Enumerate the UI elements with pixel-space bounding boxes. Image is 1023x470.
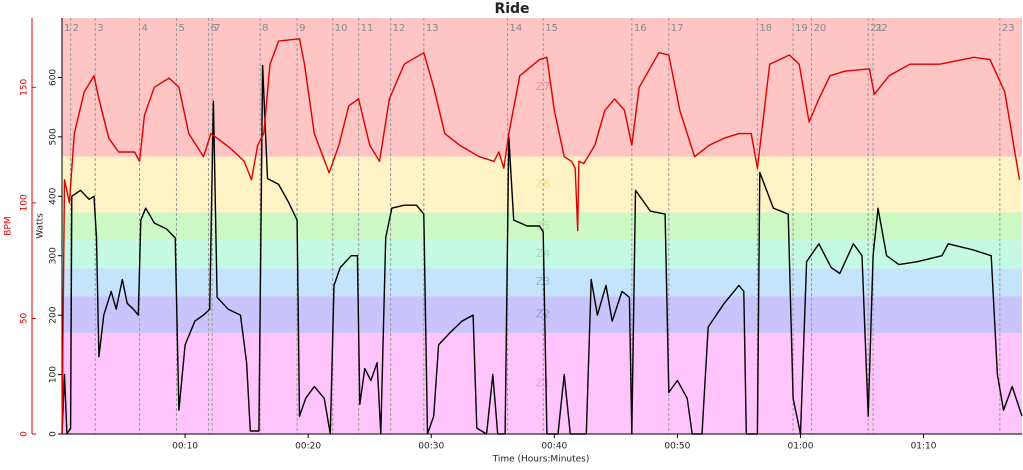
x-tick-label: 00:40	[541, 442, 567, 452]
interval-label: 4	[142, 23, 148, 34]
y-tick-label: 200	[49, 306, 59, 323]
interval-label: 16	[634, 23, 647, 34]
zone-band	[62, 212, 1022, 241]
zone-label: Z7	[536, 80, 551, 93]
interval-label: 19	[795, 23, 808, 34]
x-tick-label: 00:50	[664, 442, 690, 452]
series-line	[61, 38, 1021, 435]
interval-label: 20	[814, 23, 827, 34]
interval-label: 10	[335, 23, 348, 34]
interval-label: 13	[426, 23, 439, 34]
y2-tick-label: 150	[20, 78, 30, 95]
y-tick-label: 500	[49, 128, 59, 145]
interval-label: 14	[510, 23, 523, 34]
zone-label: Z3	[536, 275, 551, 288]
interval-label: 5	[178, 23, 184, 34]
y2-tick-label: 0	[20, 431, 30, 437]
interval-label: 11	[361, 23, 374, 34]
interval-label: 22	[875, 23, 888, 34]
interval-label: 6	[210, 23, 216, 34]
y2-axis-title: BPM	[4, 216, 14, 235]
zone-band	[62, 156, 1022, 213]
y-axis-title: Watts	[36, 213, 46, 239]
x-tick-label: 01:10	[911, 442, 937, 452]
x-tick-label: 00:20	[295, 442, 321, 452]
interval-label: 2	[73, 23, 79, 34]
interval-label: 23	[1002, 23, 1015, 34]
x-tick-label: 00:30	[418, 442, 444, 452]
y-tick-label: 300	[49, 247, 59, 264]
y-tick-label: 400	[49, 187, 59, 204]
interval-label: 3	[97, 23, 103, 34]
interval-label: 15	[545, 23, 558, 34]
interval-label: 12	[393, 23, 406, 34]
interval-label: 8	[262, 23, 268, 34]
interval-label: 21	[870, 23, 883, 34]
y-tick-label: 0	[49, 431, 59, 437]
interval-label: 9	[299, 23, 305, 34]
x-axis-title: Time (Hours:Minutes)	[492, 455, 590, 465]
x-tick-label: 00:10	[172, 442, 198, 452]
zone-band	[62, 332, 1022, 434]
interval-label: 17	[671, 23, 684, 34]
interval-label: 7	[214, 23, 220, 34]
y2-tick-label: 50	[20, 312, 30, 324]
interval-label: 18	[759, 23, 772, 34]
interval-label: 1	[64, 23, 70, 34]
chart-title: Ride	[494, 1, 529, 17]
y-tick-label: 100	[49, 366, 59, 383]
y-tick-label: 600	[49, 69, 59, 86]
x-tick-label: 01:00	[787, 442, 813, 452]
series-line	[61, 64, 1023, 435]
y2-tick-label: 100	[20, 194, 30, 211]
zone-band	[62, 18, 1022, 157]
